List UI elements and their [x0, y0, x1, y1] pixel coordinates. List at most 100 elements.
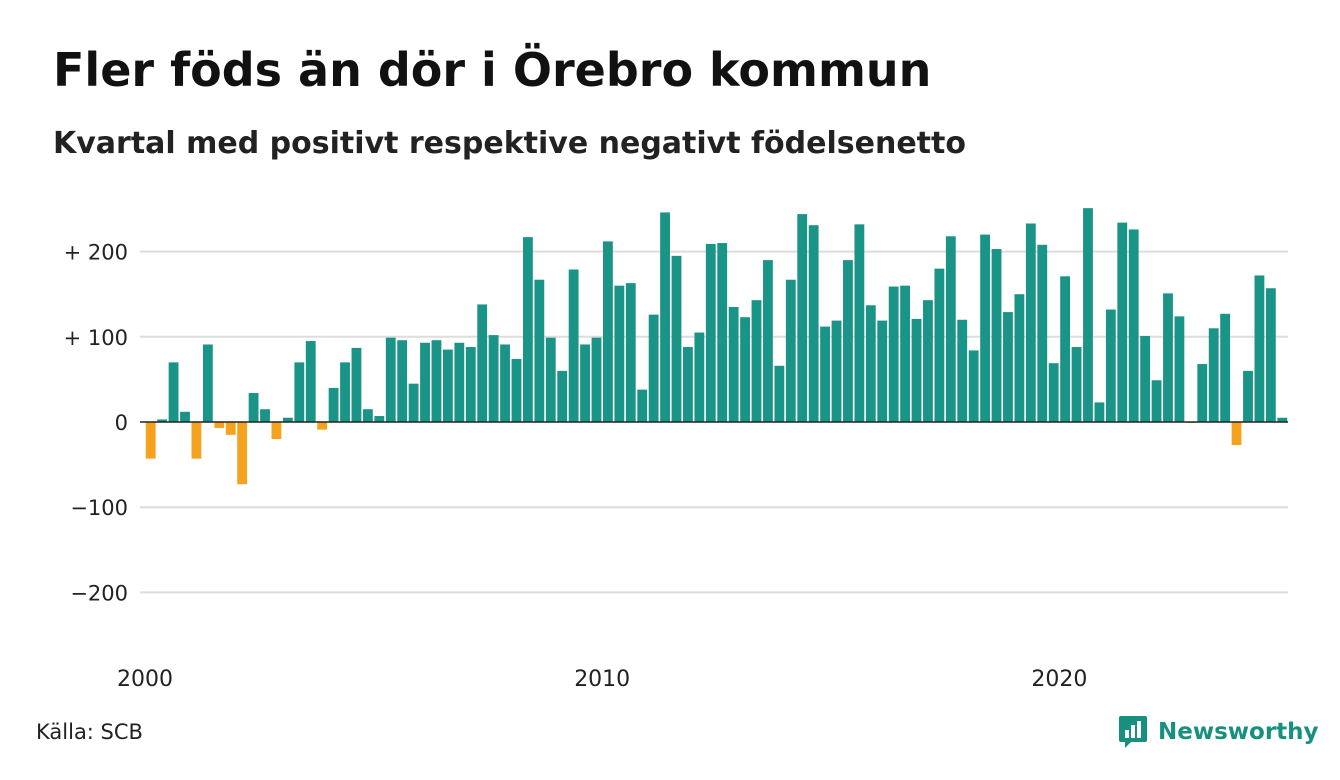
newsworthy-logo-icon — [1119, 716, 1147, 748]
bar — [763, 260, 773, 422]
bar — [683, 347, 693, 422]
bar — [1243, 370, 1253, 422]
bar — [911, 318, 922, 422]
bar — [934, 268, 945, 422]
bar — [362, 409, 373, 422]
bar — [1071, 347, 1082, 422]
bar — [968, 350, 979, 422]
bar — [854, 224, 865, 422]
bar — [614, 285, 625, 422]
bar — [900, 285, 911, 422]
bar — [191, 422, 202, 459]
bar — [648, 314, 659, 422]
bar — [603, 241, 613, 422]
bar — [294, 362, 305, 422]
bar — [843, 260, 853, 422]
bar — [923, 300, 933, 422]
bar — [580, 344, 590, 422]
y-tick-label: + 100 — [64, 326, 128, 350]
bar — [774, 365, 785, 422]
bar — [1048, 363, 1059, 422]
bar — [1014, 294, 1025, 422]
bar — [214, 422, 225, 428]
bar — [385, 337, 396, 422]
bar — [340, 362, 350, 422]
bar — [671, 255, 682, 422]
bar — [271, 422, 282, 440]
bar — [717, 243, 728, 422]
bar — [1140, 335, 1151, 422]
bar — [420, 342, 430, 422]
bar — [248, 393, 259, 422]
y-tick-label: −200 — [70, 581, 128, 605]
brand-logo: Newsworthy — [1118, 712, 1319, 752]
bar — [522, 237, 533, 422]
bar — [202, 344, 213, 422]
bar — [877, 320, 888, 422]
bar — [260, 409, 270, 422]
bar — [1117, 222, 1128, 422]
bar — [660, 212, 670, 422]
bar — [1208, 328, 1219, 422]
bar — [442, 349, 453, 422]
bar — [1254, 275, 1265, 422]
source-note: Källa: SCB — [36, 720, 143, 744]
bar — [637, 389, 648, 422]
bar — [1265, 288, 1276, 422]
bar — [1231, 422, 1242, 445]
bar-chart: + 200 + 100 0 −100 −200 2000 2010 2020 — [64, 208, 1288, 692]
bar — [888, 286, 899, 422]
bar — [1060, 276, 1071, 422]
bar — [545, 337, 556, 422]
bar — [991, 249, 1002, 422]
x-tick-label: 2010 — [574, 667, 630, 692]
bar — [1105, 309, 1116, 422]
bar — [237, 422, 248, 485]
y-tick-label: + 200 — [64, 241, 128, 265]
bar — [328, 387, 339, 422]
bar — [317, 422, 328, 430]
bar — [1128, 229, 1139, 422]
bar — [408, 383, 419, 422]
bar — [820, 326, 830, 422]
bar — [1003, 312, 1013, 422]
bar — [488, 335, 499, 422]
bar — [1220, 313, 1231, 422]
y-tick-label: 0 — [115, 411, 128, 435]
bar — [797, 214, 808, 422]
bar — [500, 344, 510, 422]
bar — [740, 317, 750, 422]
bar — [957, 319, 968, 422]
bar — [534, 279, 545, 422]
bar — [157, 419, 168, 422]
chart-title: Fler föds än dör i Örebro kommun — [53, 43, 932, 97]
bar — [1163, 293, 1173, 422]
x-tick-label: 2020 — [1031, 667, 1087, 692]
bar — [1083, 208, 1093, 422]
bar — [145, 422, 156, 459]
bar — [568, 269, 579, 422]
bar — [751, 300, 762, 422]
bar — [168, 362, 179, 422]
bar — [785, 279, 796, 422]
bar — [1277, 417, 1288, 422]
bar — [1151, 380, 1162, 422]
bar — [1094, 402, 1105, 422]
bar — [477, 304, 488, 422]
bar — [225, 422, 236, 435]
bars — [145, 208, 1288, 485]
bar — [1197, 364, 1208, 422]
bar — [511, 358, 522, 422]
y-tick-label: −100 — [70, 496, 128, 520]
bar — [454, 342, 465, 422]
bar — [397, 340, 408, 422]
bar — [557, 370, 568, 422]
bar — [705, 243, 716, 422]
bar — [351, 347, 362, 422]
bar — [831, 320, 842, 422]
bar — [374, 416, 385, 422]
x-tick-label: 2000 — [117, 667, 173, 692]
bar — [808, 225, 819, 422]
brand-name: Newsworthy — [1158, 719, 1319, 745]
bar — [1037, 244, 1048, 422]
